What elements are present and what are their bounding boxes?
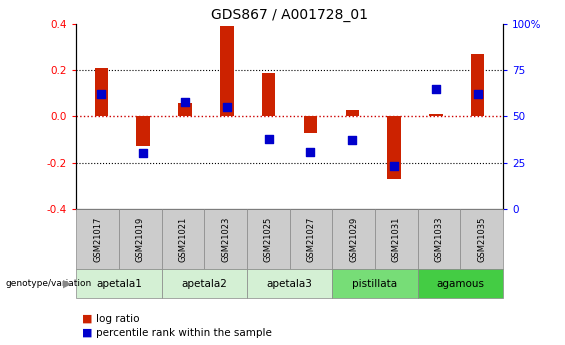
Bar [179, 102, 192, 117]
Bar [429, 114, 442, 117]
Text: ■: ■ [82, 314, 93, 324]
Point [97, 91, 106, 97]
Bar [304, 117, 317, 132]
Bar [95, 68, 108, 117]
Point [306, 149, 315, 154]
Title: GDS867 / A001728_01: GDS867 / A001728_01 [211, 8, 368, 22]
Text: apetala2: apetala2 [181, 279, 227, 289]
Point [473, 91, 483, 97]
Text: apetala1: apetala1 [96, 279, 142, 289]
Text: GSM21017: GSM21017 [93, 216, 102, 262]
Text: GSM21027: GSM21027 [306, 216, 315, 262]
Bar [137, 117, 150, 146]
Text: GSM21033: GSM21033 [434, 216, 444, 262]
Bar [471, 54, 484, 117]
Text: GSM21019: GSM21019 [136, 216, 145, 262]
Text: apetala3: apetala3 [267, 279, 312, 289]
Point [390, 164, 399, 169]
Text: log ratio: log ratio [96, 314, 140, 324]
Text: genotype/variation: genotype/variation [6, 279, 92, 288]
Point [222, 105, 231, 110]
Text: GSM21025: GSM21025 [264, 216, 273, 262]
Text: ▶: ▶ [63, 279, 72, 289]
Point [180, 99, 189, 105]
Text: GSM21021: GSM21021 [179, 216, 188, 262]
Bar [346, 109, 359, 117]
Text: pistillata: pistillata [353, 279, 397, 289]
Text: GSM21035: GSM21035 [477, 216, 486, 262]
Point [138, 150, 147, 156]
Bar [388, 117, 401, 179]
Text: percentile rank within the sample: percentile rank within the sample [96, 328, 272, 338]
Bar [262, 72, 275, 117]
Point [264, 136, 273, 141]
Bar [220, 27, 233, 117]
Text: GSM21031: GSM21031 [392, 216, 401, 262]
Point [432, 86, 441, 91]
Text: GSM21029: GSM21029 [349, 216, 358, 262]
Text: GSM21023: GSM21023 [221, 216, 230, 262]
Text: ■: ■ [82, 328, 93, 338]
Point [348, 138, 357, 143]
Text: agamous: agamous [436, 279, 484, 289]
